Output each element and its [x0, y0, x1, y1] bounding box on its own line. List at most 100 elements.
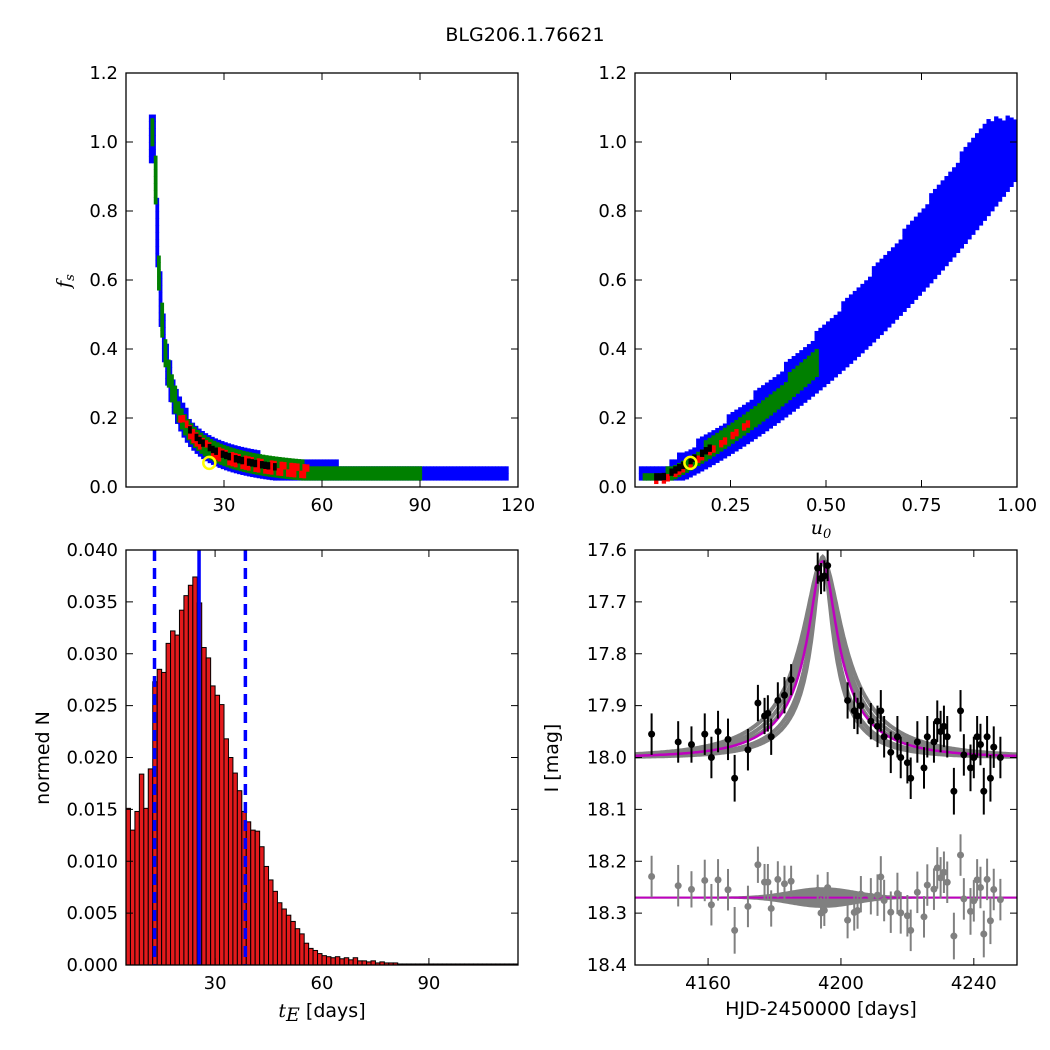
density-cell-blue [475, 473, 480, 481]
density-cell-blue [879, 320, 884, 329]
density-cell-blue [504, 473, 509, 481]
density-cell-blue [875, 310, 880, 319]
density-cell-blue [963, 222, 968, 231]
density-cell-blue [803, 395, 808, 403]
best-fit-marker [683, 455, 698, 471]
histogram-bar [250, 829, 256, 965]
density-cell-green [382, 473, 387, 481]
density-cell-blue [871, 335, 877, 343]
density-cell-blue [898, 239, 903, 247]
histogram-bar [126, 807, 131, 965]
density-cell-blue [772, 418, 777, 426]
data-point [970, 754, 978, 761]
density-cell-blue [696, 466, 701, 474]
density-cell-blue [852, 297, 858, 306]
density-cell-blue [929, 234, 934, 242]
histogram-bar [236, 790, 243, 965]
density-cell-green [715, 439, 720, 448]
density-cell-black [240, 456, 245, 465]
density-cell-blue [852, 346, 858, 354]
density-cell-blue [1005, 184, 1010, 192]
density-cell-red [243, 455, 248, 464]
density-cell-blue [887, 285, 892, 294]
density-cell-blue [426, 473, 431, 481]
density-cell-blue [875, 317, 880, 326]
density-cell-blue [875, 303, 880, 312]
y-tick-label: 0.8 [598, 201, 627, 222]
density-cell-blue [986, 153, 991, 161]
density-cell-blue [856, 315, 861, 323]
density-cell-blue [952, 208, 957, 217]
density-cell-blue [910, 289, 915, 298]
density-cell-green [810, 359, 816, 367]
density-cell-green [199, 446, 204, 454]
density-cell-green [768, 401, 774, 409]
density-cell-blue [978, 211, 984, 219]
density-cell-blue [1009, 131, 1014, 139]
density-cell-blue [997, 125, 1003, 133]
density-cell-blue [898, 267, 903, 275]
density-cell-blue [856, 342, 861, 351]
density-cell-blue [864, 280, 869, 288]
density-cell-blue [906, 300, 911, 308]
density-cell-blue [696, 438, 701, 446]
density-cell-red [204, 440, 209, 448]
figure-title: BLG206.1.76621 [445, 24, 604, 46]
density-cell-red [665, 474, 670, 482]
density-cell-blue [948, 233, 953, 242]
density-cell-green [166, 380, 171, 388]
density-cell-green [783, 382, 789, 390]
density-cell-blue [852, 290, 858, 299]
density-cell-blue [841, 356, 846, 364]
density-cell-blue [148, 149, 153, 157]
density-cell-green [803, 359, 808, 367]
density-cell-blue [646, 466, 651, 474]
density-cell-blue [1001, 161, 1007, 170]
residual-point [973, 876, 981, 884]
density-cell-blue [868, 290, 873, 298]
density-cell-blue [959, 213, 965, 221]
density-cell-blue [978, 135, 984, 143]
density-cell-blue [978, 218, 984, 226]
density-cell-blue [776, 381, 781, 389]
density-cell-blue [955, 231, 961, 240]
density-cell-blue [749, 399, 754, 408]
density-cell-blue [328, 459, 333, 467]
density-cell-blue [890, 288, 896, 297]
x-tick-label: 60 [311, 973, 334, 994]
density-cell-blue [1001, 120, 1007, 128]
density-cell-blue [1005, 163, 1010, 172]
density-cell-blue [879, 293, 884, 301]
density-cell-blue [852, 318, 858, 326]
density-cell-green [241, 450, 246, 459]
density-cell-green [173, 385, 178, 393]
density-cell-green [711, 435, 716, 443]
density-cell-blue [887, 320, 892, 328]
density-cell-blue [990, 176, 995, 184]
density-cell-black [194, 433, 199, 442]
density-cell-blue [818, 383, 823, 391]
density-cell-green [810, 366, 816, 374]
density-cell-blue [155, 232, 160, 240]
density-cell-blue [799, 357, 804, 365]
histogram-bar [170, 630, 176, 965]
density-cell-blue [952, 215, 957, 223]
density-cell-blue [929, 213, 934, 222]
axes-frame [634, 72, 1018, 488]
density-cell-blue [841, 363, 846, 371]
residual-point [867, 892, 875, 900]
density-cell-blue [978, 183, 984, 192]
density-cell-green [343, 466, 347, 474]
density-cell-green [772, 391, 777, 399]
density-cell-black [214, 447, 218, 455]
density-cell-blue [806, 350, 812, 359]
histogram-bar [223, 738, 229, 965]
density-cell-blue [654, 466, 659, 474]
density-cell-green [277, 456, 282, 465]
density-cell-blue [452, 466, 457, 474]
panel4-ylabel: I [mag] [541, 724, 563, 793]
panel4-xlabel: HJD-2450000 [days] [725, 998, 917, 1020]
density-cell-green [411, 473, 416, 481]
density-cell-blue [688, 470, 693, 478]
density-cell-blue [829, 352, 835, 361]
